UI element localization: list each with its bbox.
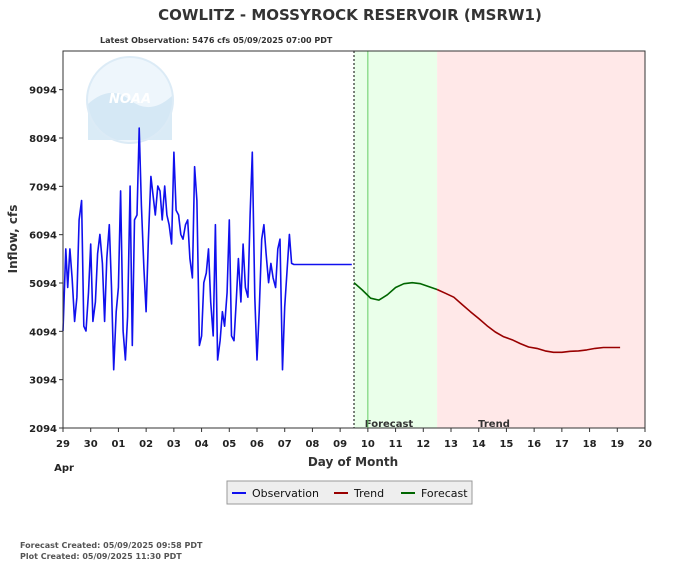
x-tick-label: 04 xyxy=(195,439,209,450)
x-tick-label: 10 xyxy=(361,439,375,450)
legend-label-forecast: Forecast xyxy=(421,487,468,500)
y-tick-label: 4094 xyxy=(29,327,57,338)
x-tick-label: 01 xyxy=(111,439,125,450)
plot-frame xyxy=(62,50,646,429)
x-tick-label: 20 xyxy=(638,439,652,450)
x-tick-label: 19 xyxy=(610,439,624,450)
x-axis: 29 30 01 02 03 04 05 06 07 08 09 10 11 12 13 14 15 16 17 18… xyxy=(56,428,652,450)
y-axis-label: Inflow, cfs xyxy=(6,205,20,274)
chart-title: COWLITZ - MOSSYROCK RESERVOIR (MSRW1) xyxy=(158,6,542,24)
noaa-logo: NOAA xyxy=(86,56,174,144)
legend-box xyxy=(226,480,473,505)
x-tick-label: 09 xyxy=(333,439,347,450)
series-observation-line xyxy=(62,127,352,371)
x-tick-label: 12 xyxy=(416,439,430,450)
x-tick-label: 08 xyxy=(305,439,319,450)
legend: Observation Trend Forecast xyxy=(226,480,473,505)
y-tick-label: 2094 xyxy=(29,424,57,435)
plot-area xyxy=(63,51,645,428)
trend-zone xyxy=(437,51,645,428)
forecast-zone-label: Forecast xyxy=(365,419,414,430)
x-tick-label: 06 xyxy=(250,439,264,450)
x-tick-label: 11 xyxy=(389,439,403,450)
y-tick-label: 5094 xyxy=(29,279,57,290)
series-trend-line xyxy=(436,288,621,354)
y-tick-label: 7094 xyxy=(29,182,57,193)
x-tick-label: 14 xyxy=(472,439,486,450)
legend-label-observation: Observation xyxy=(252,487,319,500)
y-tick-label: 8094 xyxy=(29,134,57,145)
x-tick-label: 02 xyxy=(139,439,153,450)
noaa-logo-text: NOAA xyxy=(109,92,151,107)
x-tick-label: 16 xyxy=(527,439,541,450)
x-tick-label: 03 xyxy=(167,439,181,450)
forecast-created: Forecast Created: 05/09/2025 09:58 PDT xyxy=(20,541,203,550)
x-tick-label: 13 xyxy=(444,439,458,450)
x-tick-label: 30 xyxy=(84,439,98,450)
x-tick-label: 29 xyxy=(56,439,70,450)
x-tick-label: 15 xyxy=(499,439,513,450)
x-tick-label: 17 xyxy=(555,439,569,450)
y-tick-label: 6094 xyxy=(29,231,57,242)
y-tick-label: 9094 xyxy=(29,86,57,97)
y-tick-label: 3094 xyxy=(29,376,57,387)
forecast-zone xyxy=(354,51,438,428)
month-label: Apr xyxy=(54,463,74,474)
plot-created: Plot Created: 05/09/2025 11:30 PDT xyxy=(20,552,182,561)
y-axis: 2094 3094 4094 5094 6094 7094 8094 9094 xyxy=(29,86,63,435)
x-tick-label: 18 xyxy=(583,439,597,450)
series-forecast-line xyxy=(353,281,438,301)
latest-observation: Latest Observation: 5476 cfs 05/09/2025 … xyxy=(100,36,333,45)
x-axis-label: Day of Month xyxy=(308,455,398,469)
x-tick-label: 05 xyxy=(222,439,236,450)
trend-zone-label: Trend xyxy=(478,419,510,430)
x-tick-label: 07 xyxy=(278,439,292,450)
legend-label-trend: Trend xyxy=(353,487,384,500)
